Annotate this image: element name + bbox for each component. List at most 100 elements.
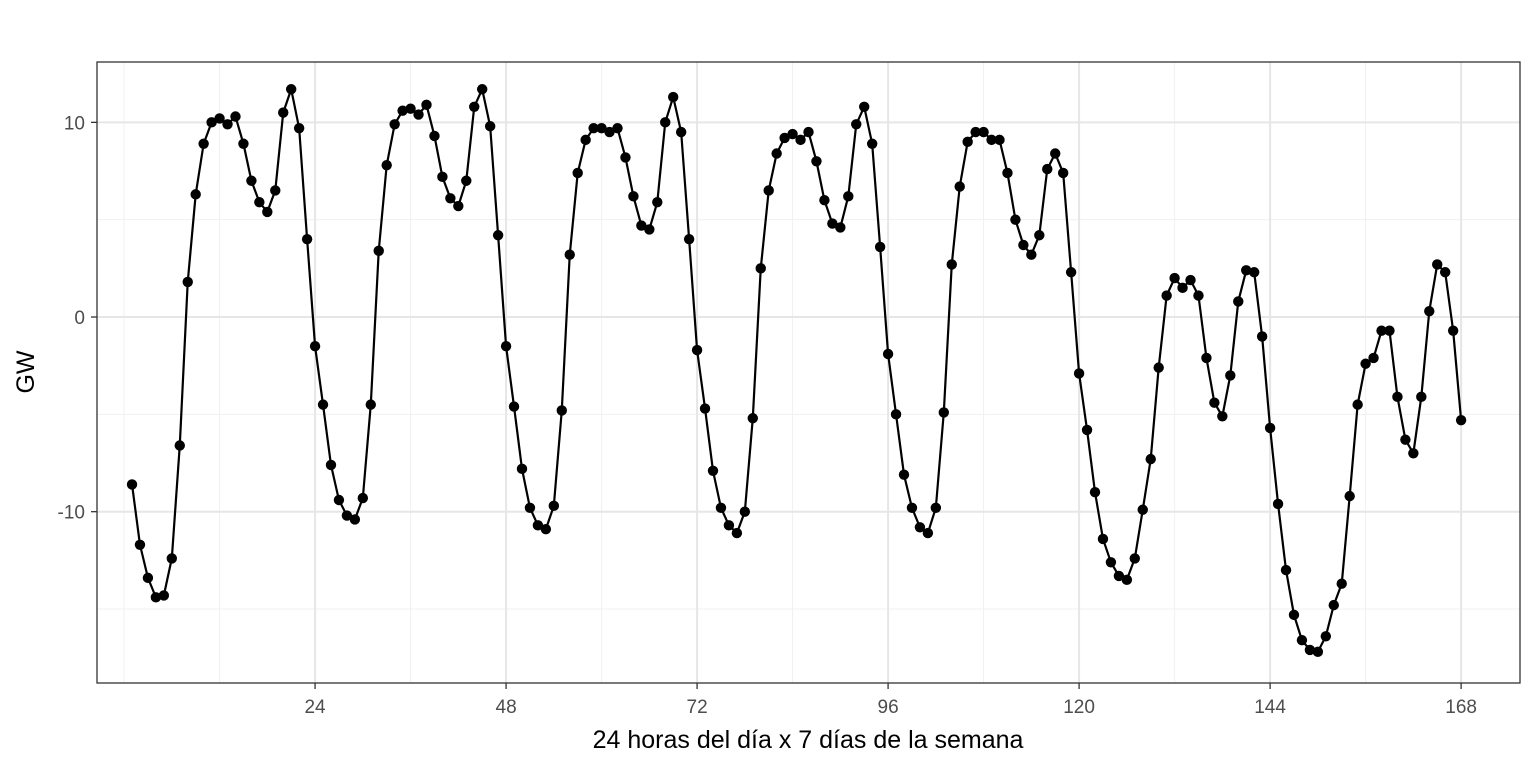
data-point xyxy=(373,245,384,257)
data-point xyxy=(413,109,424,120)
data-point xyxy=(731,527,743,539)
data-point xyxy=(1105,557,1117,568)
data-point xyxy=(182,276,193,288)
data-point xyxy=(1233,296,1244,307)
data-point xyxy=(405,103,416,114)
data-point xyxy=(691,344,703,356)
x-tick-label: 168 xyxy=(1445,697,1477,718)
data-point xyxy=(548,500,560,512)
data-point xyxy=(723,520,735,531)
data-point xyxy=(572,167,583,179)
data-point xyxy=(285,84,297,95)
data-point xyxy=(532,520,544,531)
data-point xyxy=(357,492,369,504)
data-point xyxy=(1161,290,1172,301)
data-point xyxy=(1050,148,1061,159)
data-point xyxy=(1264,422,1276,434)
data-point xyxy=(397,105,408,116)
data-point xyxy=(1344,490,1355,502)
data-point xyxy=(492,230,504,241)
data-point xyxy=(158,590,170,601)
data-point xyxy=(835,222,846,233)
data-point xyxy=(851,119,862,130)
data-point xyxy=(1201,352,1212,364)
data-point xyxy=(142,572,154,584)
data-point xyxy=(301,233,313,245)
data-point xyxy=(1089,487,1101,498)
data-point xyxy=(1209,397,1220,408)
data-point xyxy=(564,249,575,260)
data-point xyxy=(1113,570,1125,582)
data-point xyxy=(469,101,480,112)
data-point xyxy=(1169,272,1180,284)
data-point xyxy=(293,122,305,134)
data-point xyxy=(1368,352,1379,364)
data-point xyxy=(270,185,281,196)
data-point xyxy=(1272,498,1284,510)
data-point xyxy=(874,241,886,253)
major-gridlines xyxy=(97,62,1520,683)
data-point xyxy=(1336,578,1347,589)
data-point xyxy=(238,138,249,149)
data-point xyxy=(389,119,400,130)
data-point xyxy=(445,193,456,204)
data-point xyxy=(938,407,949,418)
data-point xyxy=(1177,282,1188,294)
data-point xyxy=(1424,305,1435,317)
data-point xyxy=(819,195,830,206)
data-point xyxy=(1288,609,1300,621)
y-tick-label: -10 xyxy=(58,503,85,524)
data-point xyxy=(540,524,552,535)
data-point xyxy=(954,181,965,192)
data-point xyxy=(660,117,671,128)
data-point xyxy=(556,405,567,416)
data-point xyxy=(890,409,902,420)
data-point xyxy=(580,134,591,146)
data-point xyxy=(1400,434,1411,445)
data-point xyxy=(636,220,647,231)
data-point xyxy=(1081,424,1093,436)
y-tick-label: 0 xyxy=(74,308,85,329)
data-point xyxy=(333,494,345,506)
minor-gridlines xyxy=(97,62,1520,683)
data-point xyxy=(126,479,138,490)
data-point xyxy=(1439,267,1451,278)
data-point xyxy=(484,121,496,132)
data-point xyxy=(1256,331,1268,342)
data-point xyxy=(198,138,209,149)
data-point xyxy=(421,99,432,111)
data-point xyxy=(644,224,655,235)
data-point xyxy=(325,459,337,471)
data-point xyxy=(1193,290,1204,301)
data-point xyxy=(500,341,512,352)
data-point xyxy=(341,510,353,521)
data-point xyxy=(1376,325,1387,336)
data-point xyxy=(174,440,185,451)
data-point xyxy=(771,148,782,159)
x-tick-label: 48 xyxy=(496,697,517,718)
x-axis-title: 24 horas del día x 7 días de la semana xyxy=(593,726,1024,754)
data-point xyxy=(516,463,528,475)
data-point xyxy=(1455,414,1467,426)
data-point xyxy=(866,138,878,149)
data-point xyxy=(763,185,774,196)
data-point xyxy=(1312,646,1324,658)
data-point xyxy=(604,126,615,138)
data-point xyxy=(1248,267,1260,278)
data-point xyxy=(843,191,854,202)
data-point xyxy=(1360,358,1371,369)
data-point xyxy=(1304,644,1316,656)
data-point xyxy=(461,175,472,186)
plot-panel-border xyxy=(96,61,1521,684)
data-point xyxy=(898,469,910,480)
data-point xyxy=(1026,249,1037,260)
data-point xyxy=(620,152,631,163)
data-point xyxy=(859,101,870,112)
data-point xyxy=(1384,325,1395,336)
data-point xyxy=(747,413,758,424)
data-point xyxy=(922,527,934,539)
x-tick-label: 96 xyxy=(878,697,899,718)
data-point xyxy=(365,399,376,410)
